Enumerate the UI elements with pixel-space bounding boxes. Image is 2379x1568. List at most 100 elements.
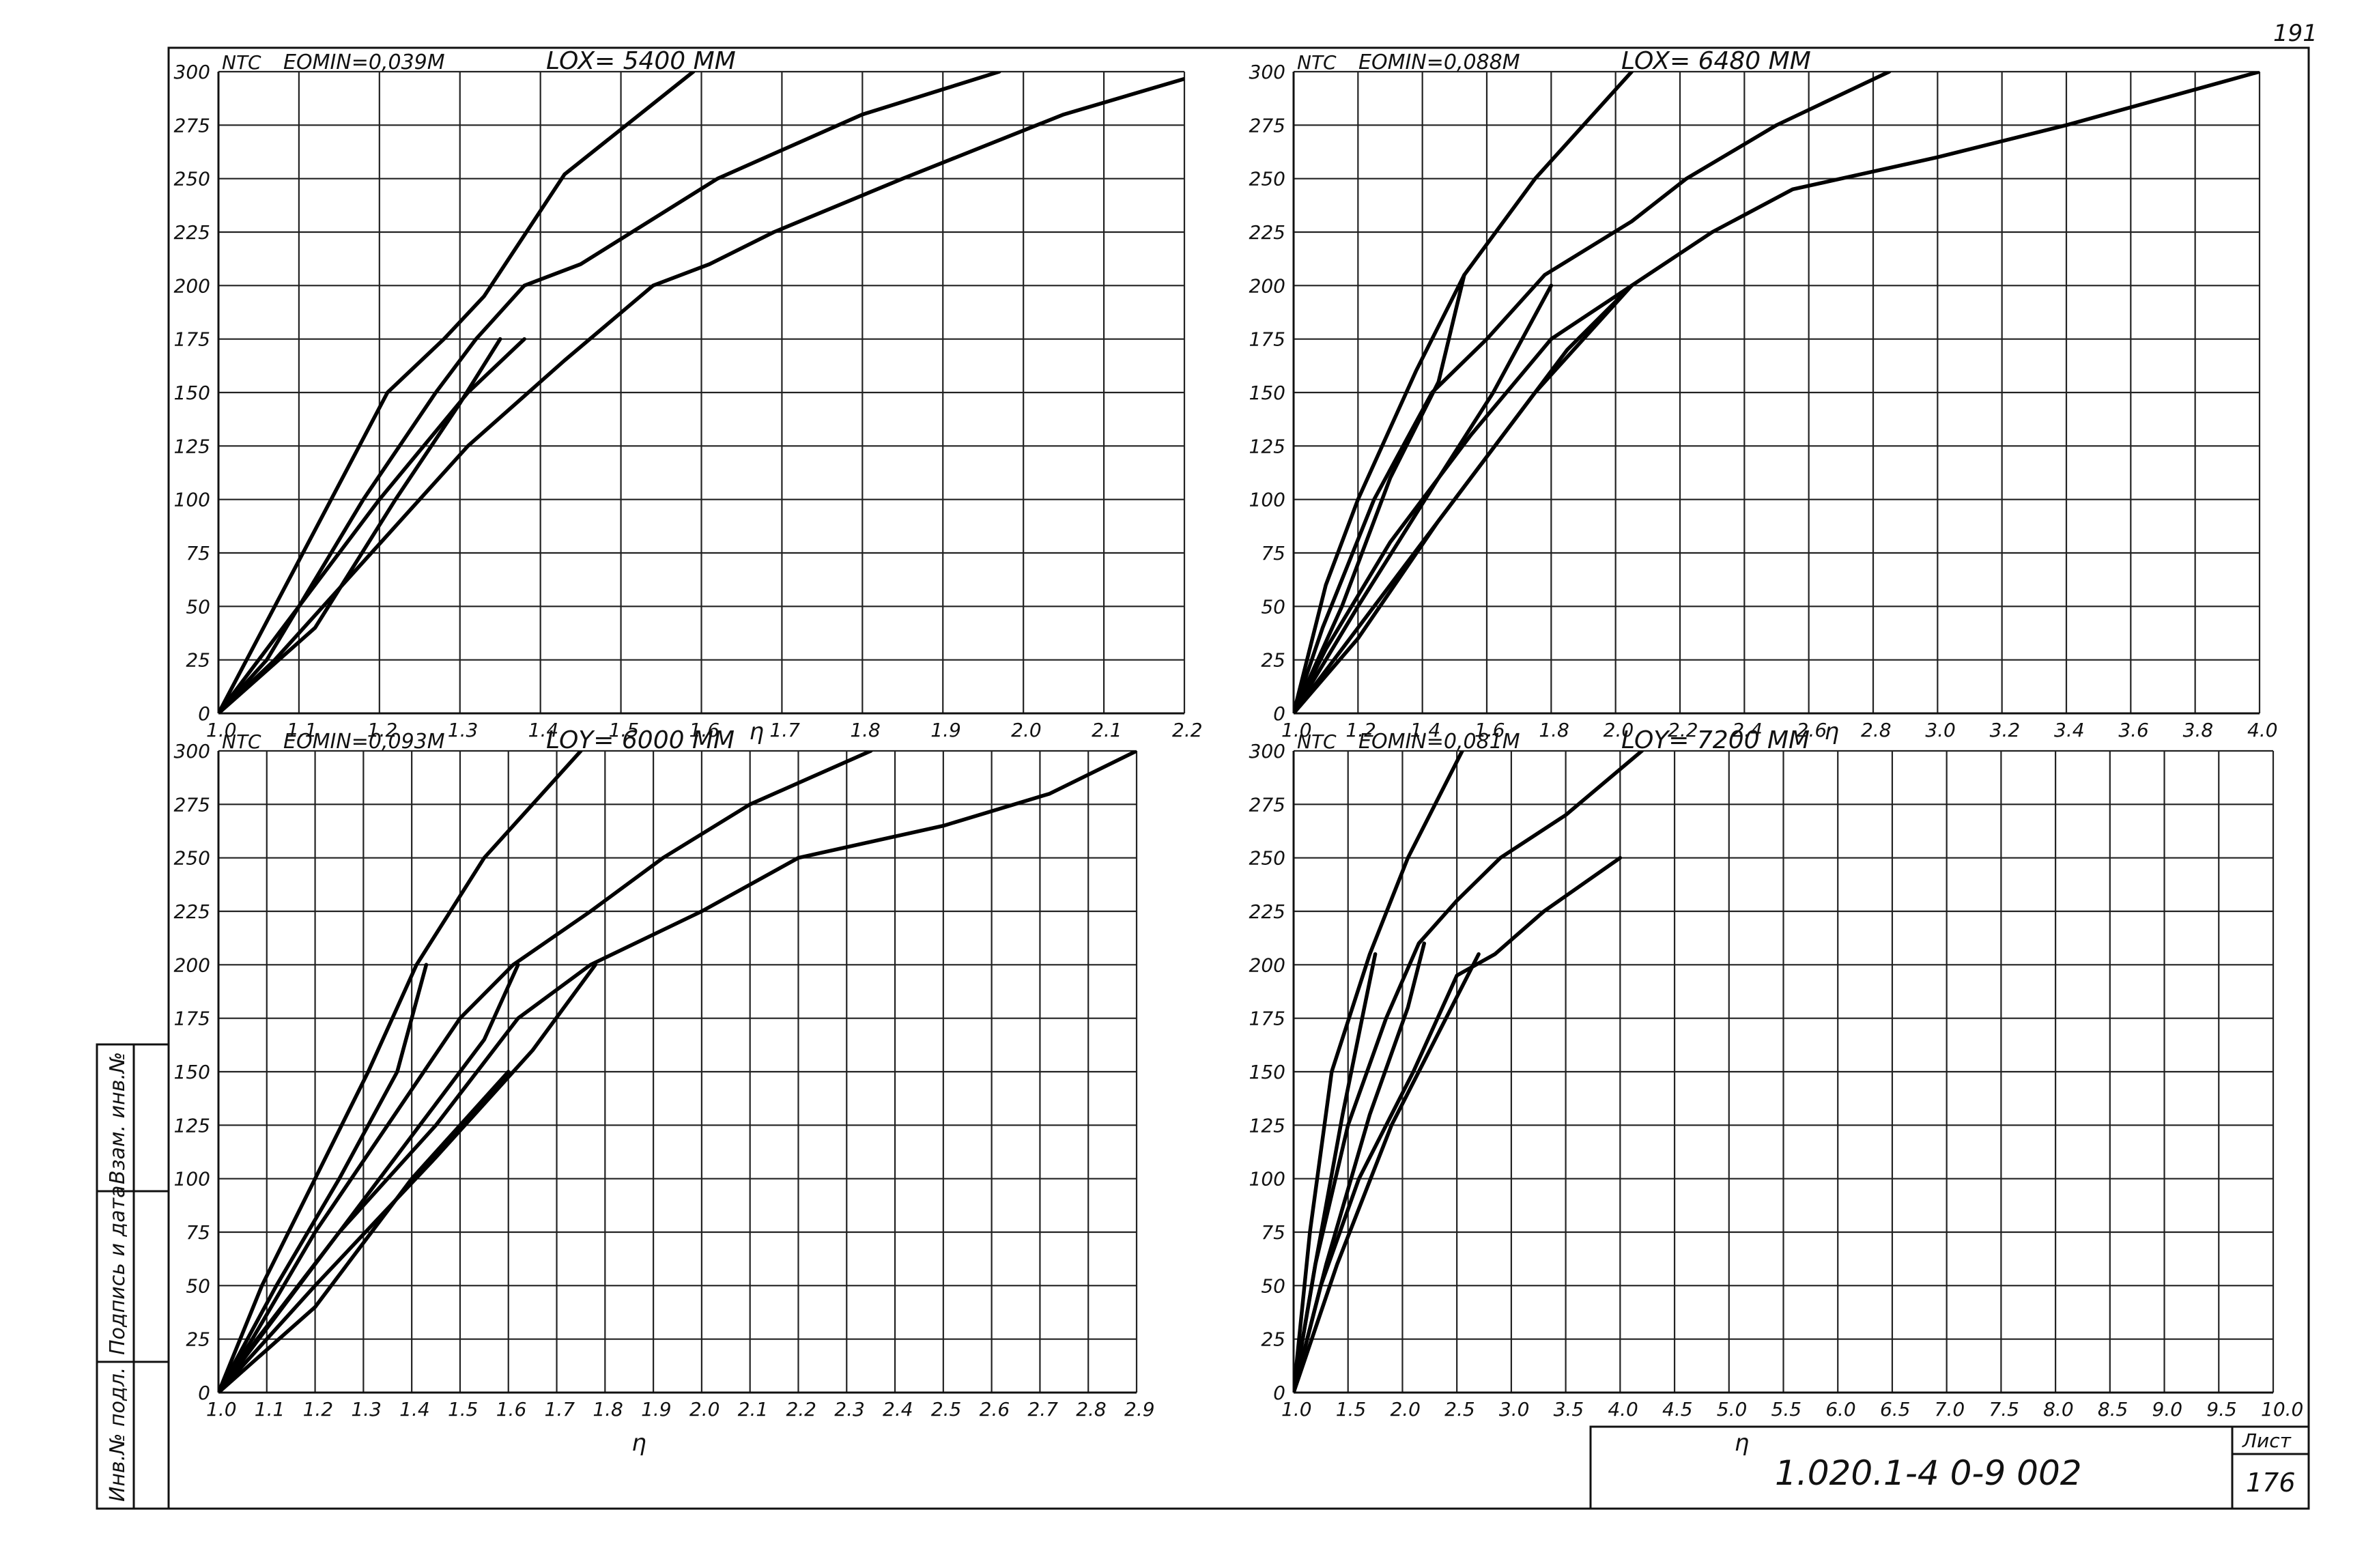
chart-0-x-tick-label: 2.2 [1172, 719, 1203, 741]
chart-3-x-tick-label: 6.5 [1880, 1398, 1911, 1421]
chart-2-y-tick-label: 75 [186, 1221, 210, 1244]
chart-bottom-right: 1.0 1.5 2.0 2.5 3.0 3.5 4.0 4.5 5.0 5.5 6.0 6.5 7.0 7… [1249, 726, 2304, 1457]
chart-3-x-tick-label: 4.0 [1608, 1398, 1638, 1421]
chart-2-x-tick-label: 2.2 [786, 1398, 816, 1421]
chart-top-right: 1.0 1.2 1.4 1.6 1.8 2.0 2.2 2.4 2.6 2.8 3.0 3.2 3.4 3… [1249, 47, 2278, 745]
chart-1-x-tick-label: 3.6 [2118, 719, 2149, 741]
chart-2-eo-label: EOMIN=0,093М [283, 730, 445, 754]
chart-3-x-tick-label: 8.0 [2043, 1398, 2074, 1421]
chart-1-y-tick-label: 75 [1261, 542, 1285, 565]
chart-3-curve-1 [1294, 751, 1464, 1393]
chart-3-x-tick-label: 3.0 [1499, 1398, 1530, 1421]
chart-1-x-tick-label: 2.4 [1732, 719, 1763, 741]
chart-0-x-tick-label: 1.5 [609, 719, 640, 741]
chart-2-curve-6 [218, 963, 597, 1393]
chart-1-x-tick-label: 3.4 [2054, 719, 2085, 741]
chart-2-x-tick-label: 2.6 [980, 1398, 1010, 1421]
chart-3-x-tick-label: 2.0 [1390, 1398, 1421, 1421]
chart-1-y-tick-label: 300 [1249, 61, 1285, 83]
side-stamp-sign: Подпись и дата [106, 1186, 130, 1356]
chart-1-x-tick-label: 1.0 [1281, 719, 1312, 741]
chart-0-y-tick-label: 175 [174, 328, 210, 351]
chart-0-x-tick-label: 2.0 [1011, 719, 1042, 741]
chart-2-y-tick-label: 50 [186, 1274, 210, 1297]
chart-2-curve-2 [218, 751, 873, 1393]
chart-2-x-label: η [631, 1429, 646, 1457]
chart-1-curve-5 [1294, 283, 1554, 713]
chart-3-curve-6 [1294, 952, 1481, 1393]
chart-3-curve-5 [1294, 941, 1427, 1393]
chart-0-y-tick-label: 125 [174, 435, 210, 457]
chart-1-x-tick-label: 1.2 [1345, 719, 1376, 741]
chart-0-y-label: NTC [222, 51, 261, 74]
chart-1-curve-2 [1294, 72, 1892, 713]
chart-1-y-tick-label: 50 [1261, 595, 1285, 618]
chart-1-x-tick-label: 4.0 [2247, 719, 2278, 741]
chart-2-x-tick-label: 1.7 [545, 1398, 575, 1421]
chart-2-x-tick-label: 1.6 [496, 1398, 527, 1421]
chart-3-x-tick-label: 10.0 [2261, 1398, 2303, 1421]
chart-2-x-tick-label: 1.3 [351, 1398, 382, 1421]
page-number: 191 [2273, 20, 2318, 47]
chart-0-y-tick-label: 50 [186, 595, 210, 618]
chart-3-x-tick-label: 5.5 [1771, 1398, 1802, 1421]
chart-0-y-tick-label: 100 [174, 489, 210, 511]
chart-3-x-tick-label: 8.5 [2098, 1398, 2128, 1421]
chart-2-x-tick-label: 2.7 [1027, 1398, 1058, 1421]
chart-3-y-tick-label: 125 [1249, 1114, 1285, 1137]
chart-0-x-label: η [750, 718, 765, 745]
chart-1-y-label: NTC [1297, 51, 1337, 74]
chart-1-y-tick-label: 125 [1249, 435, 1285, 457]
chart-2-x-tick-label: 2.1 [738, 1398, 769, 1421]
chart-1-x-tick-label: 2.2 [1668, 719, 1698, 741]
chart-2-y-tick-label: 125 [174, 1114, 210, 1137]
sheet-frame [167, 46, 2310, 1510]
chart-3-x-tick-label: 4.5 [1662, 1398, 1693, 1421]
chart-0-x-tick-label: 2.1 [1092, 719, 1122, 741]
chart-1-x-label: η [1825, 718, 1840, 745]
chart-0-lo-label: LOX= 5400 ММ [546, 47, 736, 75]
sheet-label: Лист [2242, 1429, 2292, 1452]
chart-0-y-tick-label: 25 [186, 649, 210, 672]
chart-3-y-tick-label: 200 [1249, 954, 1285, 976]
chart-2-x-tick-label: 1.1 [255, 1398, 285, 1421]
chart-2-y-tick-label: 200 [174, 954, 210, 976]
chart-3-x-label: η [1735, 1429, 1750, 1457]
chart-1-y-tick-label: 200 [1249, 274, 1285, 297]
chart-0-y-tick-label: 250 [174, 168, 210, 190]
chart-2-x-tick-label: 1.4 [399, 1398, 430, 1421]
chart-0-y-tick-label: 0 [198, 702, 210, 725]
chart-2-y-tick-label: 150 [174, 1061, 210, 1083]
chart-2-x-tick-label: 2.5 [931, 1398, 962, 1421]
chart-0-x-tick-label: 1.1 [287, 719, 317, 741]
chart-3-x-tick-label: 2.5 [1444, 1398, 1475, 1421]
chart-1-y-tick-label: 175 [1249, 328, 1285, 351]
chart-3-y-tick-label: 225 [1249, 900, 1285, 923]
chart-1-y-tick-label: 25 [1261, 649, 1285, 672]
chart-3-y-tick-label: 175 [1249, 1008, 1285, 1030]
chart-1-x-tick-label: 2.8 [1861, 719, 1892, 741]
chart-2-x-tick-label: 2.8 [1076, 1398, 1107, 1421]
sheet-number: 176 [2246, 1468, 2296, 1498]
chart-2-x-tick-label: 2.4 [883, 1398, 913, 1421]
chart-0-curve-1 [218, 72, 696, 713]
chart-3-y-tick-label: 75 [1261, 1221, 1285, 1244]
chart-2-x-tick-label: 1.8 [593, 1398, 623, 1421]
chart-1-x-tick-label: 3.0 [1925, 719, 1956, 741]
chart-3-y-tick-label: 250 [1249, 847, 1285, 870]
chart-3-y-tick-label: 25 [1261, 1328, 1285, 1351]
chart-2-y-tick-label: 100 [174, 1168, 210, 1191]
chart-1-y-tick-label: 100 [1249, 489, 1285, 511]
chart-3-x-tick-label: 9.0 [2152, 1398, 2183, 1421]
chart-3-x-tick-label: 7.5 [1989, 1398, 2019, 1421]
chart-2-x-tick-label: 1.9 [641, 1398, 672, 1421]
chart-1-x-tick-label: 1.4 [1410, 719, 1441, 741]
chart-0-curve-2 [218, 72, 1001, 713]
chart-2-y-tick-label: 25 [186, 1328, 210, 1351]
chart-3-curve-2 [1294, 751, 1644, 1393]
chart-0-y-tick-label: 275 [174, 114, 210, 137]
chart-0-y-tick-label: 75 [186, 542, 210, 565]
chart-2-x-tick-label: 1.0 [206, 1398, 237, 1421]
chart-3-y-tick-label: 0 [1273, 1382, 1285, 1404]
chart-2-y-tick-label: 225 [174, 900, 210, 923]
